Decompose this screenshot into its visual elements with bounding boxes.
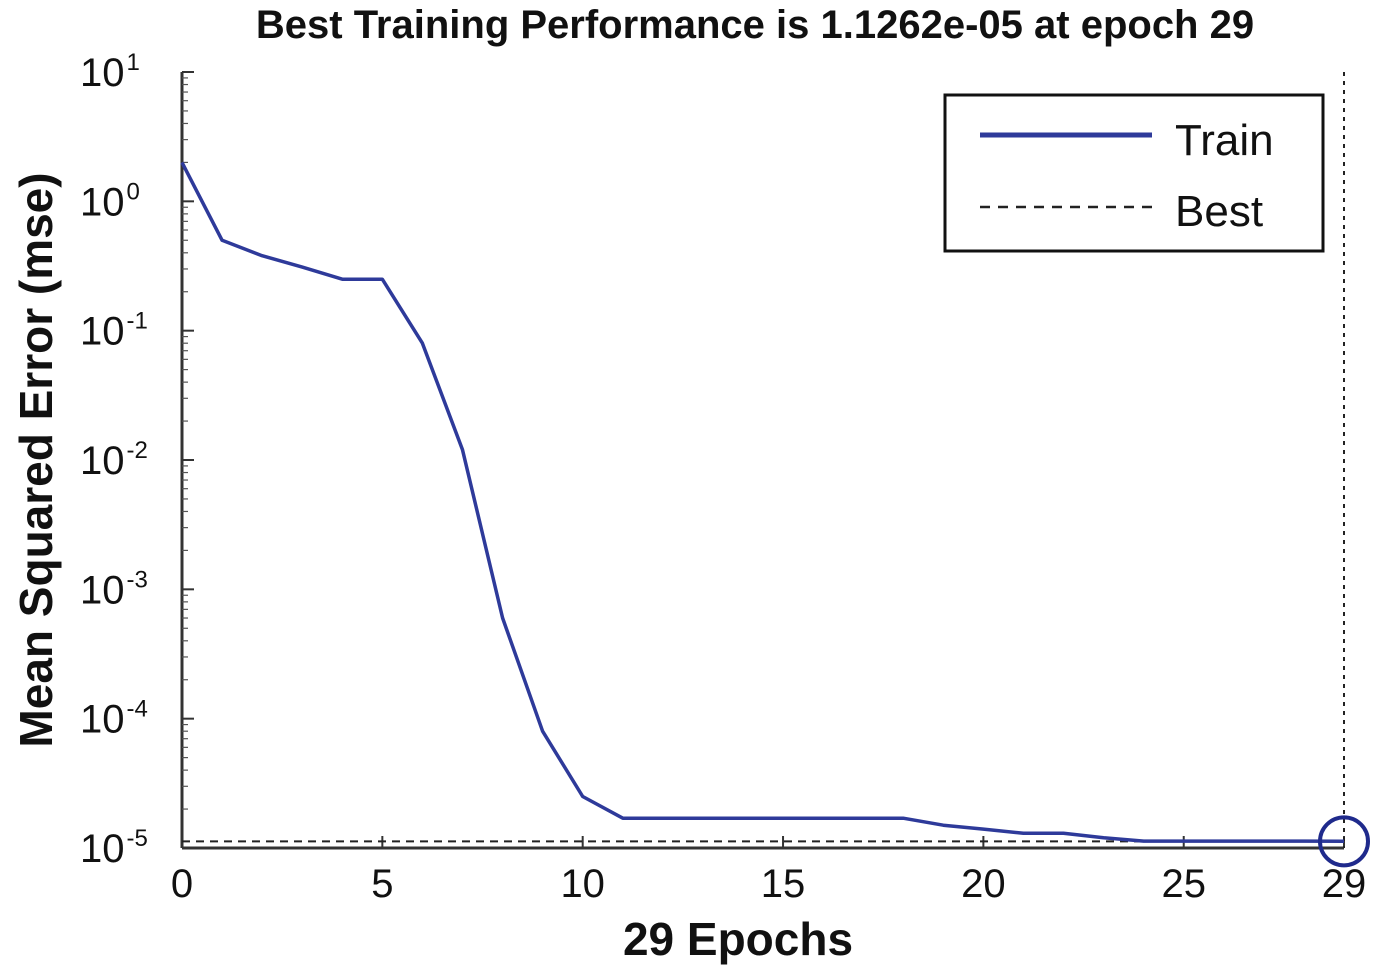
y-tick-exponent: -1 [127,308,148,335]
train-series-line [180,161,1345,844]
legend-box [943,93,1325,253]
y-tick-base: 10 [80,51,125,95]
x-axis-ticks: 0 5 10 15 20 25 29 [171,836,1366,906]
y-tick-label: 10-3 [80,566,148,612]
y-tick-label: 10-4 [80,696,148,742]
y-tick-base: 10 [80,698,125,742]
y-tick-exponent: -3 [127,566,148,593]
x-tick-label: 5 [371,862,393,906]
y-tick-base: 10 [80,180,125,224]
y-tick-label: 101 [80,49,140,95]
legend-train-label: Train [1175,116,1274,165]
x-tick-label: 15 [761,862,806,906]
y-tick-label: 100 [80,178,140,224]
y-tick-base: 10 [80,439,125,483]
y-tick-exponent: -4 [127,696,148,723]
legend: Train Best [943,93,1325,253]
y-tick-label: 10-1 [80,308,148,354]
y-tick-base: 10 [80,310,125,354]
y-tick-label: 10-5 [80,825,148,871]
y-tick-exponent: -5 [127,825,148,852]
x-tick-label: 10 [560,862,605,906]
y-tick-base: 10 [80,827,125,871]
y-tick-exponent: 1 [127,49,140,76]
y-tick-exponent: -2 [127,437,148,464]
y-tick-base: 10 [80,568,125,612]
y-tick-label: 10-2 [80,437,148,483]
best-point-marker [1318,815,1370,868]
y-axis-title: Mean Squared Error (mse) [10,172,62,747]
x-tick-label: 0 [171,862,193,906]
x-tick-label: 20 [961,862,1006,906]
x-tick-label: 29 [1322,862,1367,906]
legend-best-label: Best [1175,187,1263,236]
series-layer [180,72,1370,868]
y-tick-exponent: 0 [127,178,140,205]
chart-title: Best Training Performance is 1.1262e-05 … [256,3,1254,47]
x-axis-title: 29 Epochs [623,913,853,965]
x-tick-label: 25 [1161,862,1206,906]
